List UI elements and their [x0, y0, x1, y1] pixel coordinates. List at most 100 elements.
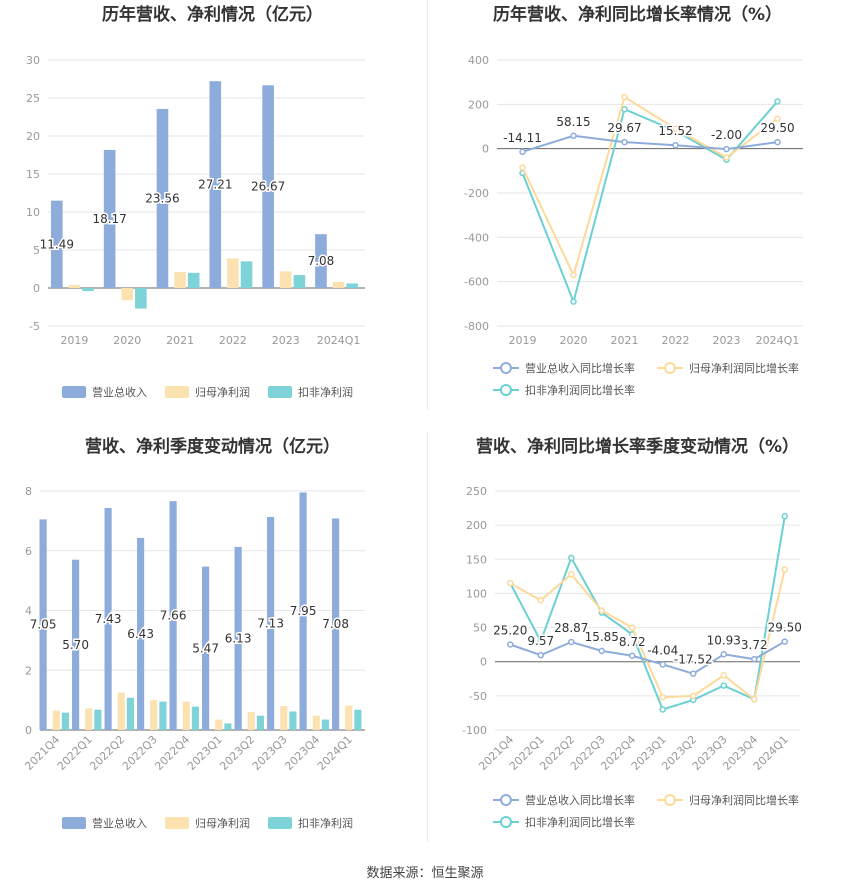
x-tick-label: 2023Q4 [282, 733, 322, 773]
data-label: 26.67 [251, 180, 285, 194]
bar-net-profit [332, 281, 345, 288]
bar-net-profit [85, 708, 93, 730]
series-line [509, 516, 786, 711]
x-tick-label: 2023Q2 [217, 733, 257, 773]
bar-deducted-profit [159, 701, 167, 730]
legend-label: 归母净利润 [195, 816, 250, 830]
data-point [621, 105, 628, 113]
data-label: -2.00 [711, 128, 742, 142]
legend-label: 扣非净利润同比增长率 [525, 815, 635, 829]
bar-revenue [234, 546, 242, 730]
legend-marker [500, 816, 512, 828]
data-point [774, 115, 781, 122]
bar-deducted-profit [240, 261, 253, 288]
x-tick-label: 2023 [272, 334, 300, 347]
y-tick-label: 400 [468, 54, 489, 67]
x-tick-label: 2019 [60, 334, 88, 347]
data-point [720, 682, 727, 689]
bar-net-profit [280, 706, 288, 730]
legend-swatch [62, 817, 86, 829]
data-point [537, 637, 544, 645]
data-label: 29.67 [607, 121, 641, 135]
y-tick-label: 10 [26, 206, 40, 219]
data-point [774, 138, 781, 146]
legend-marker [664, 362, 676, 374]
y-tick-label: 8 [25, 485, 32, 498]
x-tick-label: 2023Q3 [250, 733, 290, 773]
x-tick-label: 2024Q1 [317, 334, 361, 347]
data-label: -14.11 [503, 131, 542, 145]
data-point [781, 566, 788, 573]
data-point [659, 706, 666, 713]
divider [427, 432, 428, 842]
bar-net-profit [52, 710, 60, 730]
bar-deducted-profit [187, 272, 200, 288]
x-tick-label: 2022Q1 [55, 733, 95, 773]
quarterly-growth-svg: 营收、净利同比增长率季度变动情况（%） -100 -50 0 50 100 150 200 25… [462, 436, 803, 829]
y-tick-label: 20 [26, 130, 40, 143]
data-label: 25.20 [493, 624, 527, 638]
y-tick-label: 5 [33, 244, 40, 257]
data-label: -4.04 [647, 643, 678, 657]
data-point [720, 651, 727, 658]
bar-revenue [169, 501, 177, 730]
bar-net-profit [150, 700, 158, 730]
data-point [598, 647, 605, 655]
bar-revenue [202, 566, 210, 730]
data-point [672, 141, 679, 149]
data-label: -17.52 [674, 653, 713, 667]
data-point [570, 271, 577, 279]
data-point [507, 641, 514, 648]
x-tick-label: 2020 [113, 334, 141, 347]
bar-revenue [267, 516, 275, 730]
data-label: 28.87 [554, 621, 588, 635]
data-label: 9.57 [527, 634, 554, 648]
y-tick-label: 30 [26, 54, 40, 67]
bar-deducted-profit [321, 719, 329, 730]
x-tick-label: 2022Q3 [120, 733, 160, 773]
legend-label: 扣非净利润 [298, 816, 353, 830]
bar-deducted-profit [256, 715, 264, 730]
data-point [723, 154, 730, 161]
data-label: 58.15 [556, 115, 590, 129]
y-tick-label: 4 [25, 605, 32, 618]
bar-revenue [137, 537, 145, 730]
legend-label: 营业总收入 [92, 816, 147, 830]
data-point [537, 651, 544, 659]
y-tick-label: 0 [33, 282, 40, 295]
data-label: 7.66 [160, 609, 187, 623]
legend-label: 归母净利润 [195, 385, 250, 399]
legend-marker [500, 362, 512, 374]
annual-values-chart: 历年营收、净利情况（亿元） -5 0 5 10 15 20 25 30 2019 2020 2021 2… [0, 0, 425, 430]
data-label: 7.43 [95, 612, 122, 626]
bar-deducted-profit [224, 723, 232, 730]
legend-label: 归母净利润同比增长率 [689, 361, 799, 375]
data-point [568, 554, 575, 562]
bar-net-profit [121, 288, 134, 301]
y-tick-label: 200 [466, 519, 487, 532]
y-tick-label: 25 [26, 92, 40, 105]
data-point [598, 607, 605, 614]
chart-title: 历年营收、净利情况（亿元） [102, 4, 323, 25]
bar-net-profit [227, 258, 239, 288]
data-point [629, 652, 636, 660]
bar-revenue [262, 85, 274, 288]
bar-deducted-profit [82, 288, 94, 292]
y-tick-label: 50 [473, 622, 487, 635]
data-label: 15.52 [658, 124, 692, 138]
bar-net-profit [312, 715, 320, 730]
legend-label: 扣非净利润同比增长率 [525, 383, 635, 397]
bar-deducted-profit [293, 275, 306, 288]
data-point [659, 693, 666, 701]
legend-swatch [165, 817, 189, 829]
legend-label: 营业总收入同比增长率 [525, 793, 635, 807]
annual-growth-chart: 历年营收、净利同比增长率情况（%） -800 -600 -400 -200 0 200 400… [425, 0, 850, 430]
y-tick-label: 150 [466, 553, 487, 566]
data-label: 15.85 [585, 630, 619, 644]
data-label: 11.49 [40, 237, 74, 251]
series-line [509, 569, 786, 702]
data-point [570, 132, 577, 140]
data-point [774, 98, 781, 105]
data-label: 6.13 [225, 631, 252, 645]
data-point [507, 579, 514, 587]
